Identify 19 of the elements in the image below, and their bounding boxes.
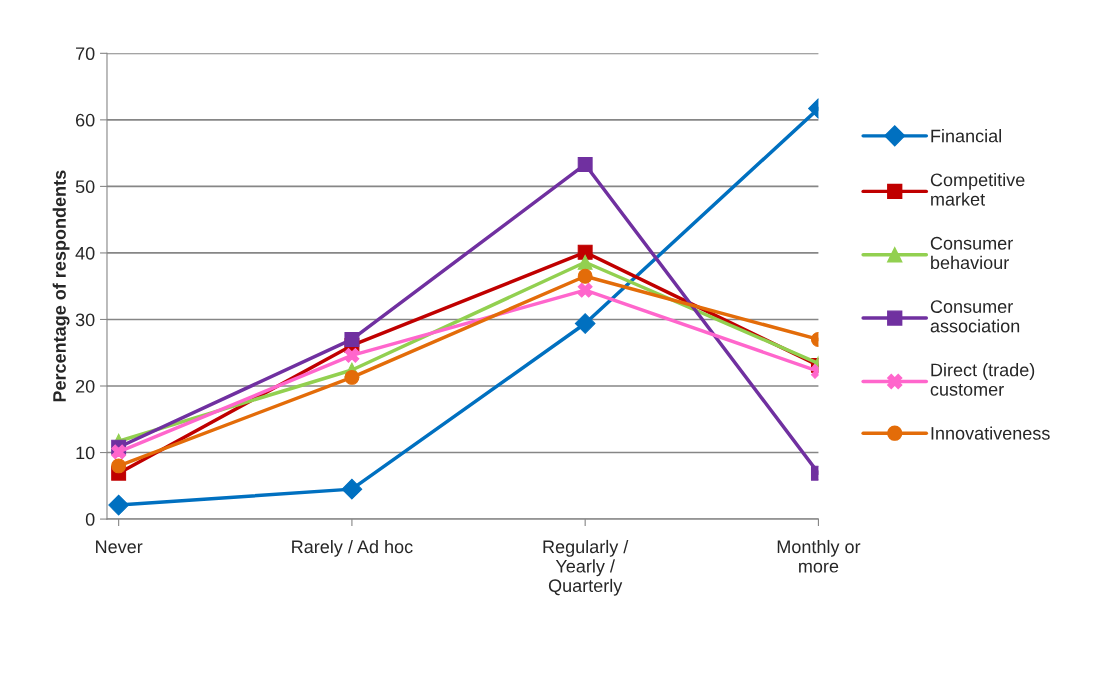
legend-label: Direct (trade) customer	[930, 363, 1035, 396]
legend-label: Competitive market	[930, 173, 1025, 206]
x-tick-label: Rarely / Ad hoc	[292, 539, 413, 557]
y-tick-label: 60	[76, 113, 95, 127]
y-tick-label: 40	[75, 246, 95, 260]
y-tick-label: 70	[76, 47, 95, 61]
x-tick-label: Monthly or more	[777, 539, 861, 573]
y-tick-label: 0	[85, 513, 95, 526]
legend-label: Financial	[931, 129, 1001, 143]
legend-label: Innovativeness	[931, 426, 1050, 440]
legend-label: Consumer behaviour	[930, 236, 1013, 270]
y-tick-label: 30	[75, 313, 95, 327]
x-tick-label: Regularly / Yearly / Quarterly	[543, 539, 629, 596]
x-tick-label: Never	[96, 540, 143, 554]
y-tick-label: 10	[76, 446, 95, 460]
y-axis-title: Percentage of respondents	[52, 170, 70, 402]
legend-label: Consumer association	[930, 300, 1020, 333]
y-tick-label: 50	[75, 180, 95, 194]
y-tick-label: 20	[76, 379, 95, 393]
